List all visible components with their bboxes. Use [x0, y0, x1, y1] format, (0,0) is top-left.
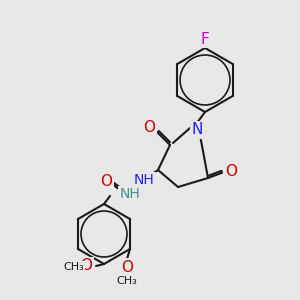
Text: N: N	[191, 122, 203, 137]
Text: NH: NH	[120, 187, 140, 201]
Text: O: O	[80, 259, 92, 274]
Text: CH₃: CH₃	[64, 262, 84, 272]
Text: F: F	[201, 32, 209, 46]
Text: O: O	[100, 173, 112, 188]
Text: O: O	[121, 260, 133, 274]
Text: O: O	[143, 121, 155, 136]
Text: O: O	[225, 164, 237, 179]
Text: NH: NH	[134, 173, 154, 187]
Text: CH₃: CH₃	[117, 276, 137, 286]
